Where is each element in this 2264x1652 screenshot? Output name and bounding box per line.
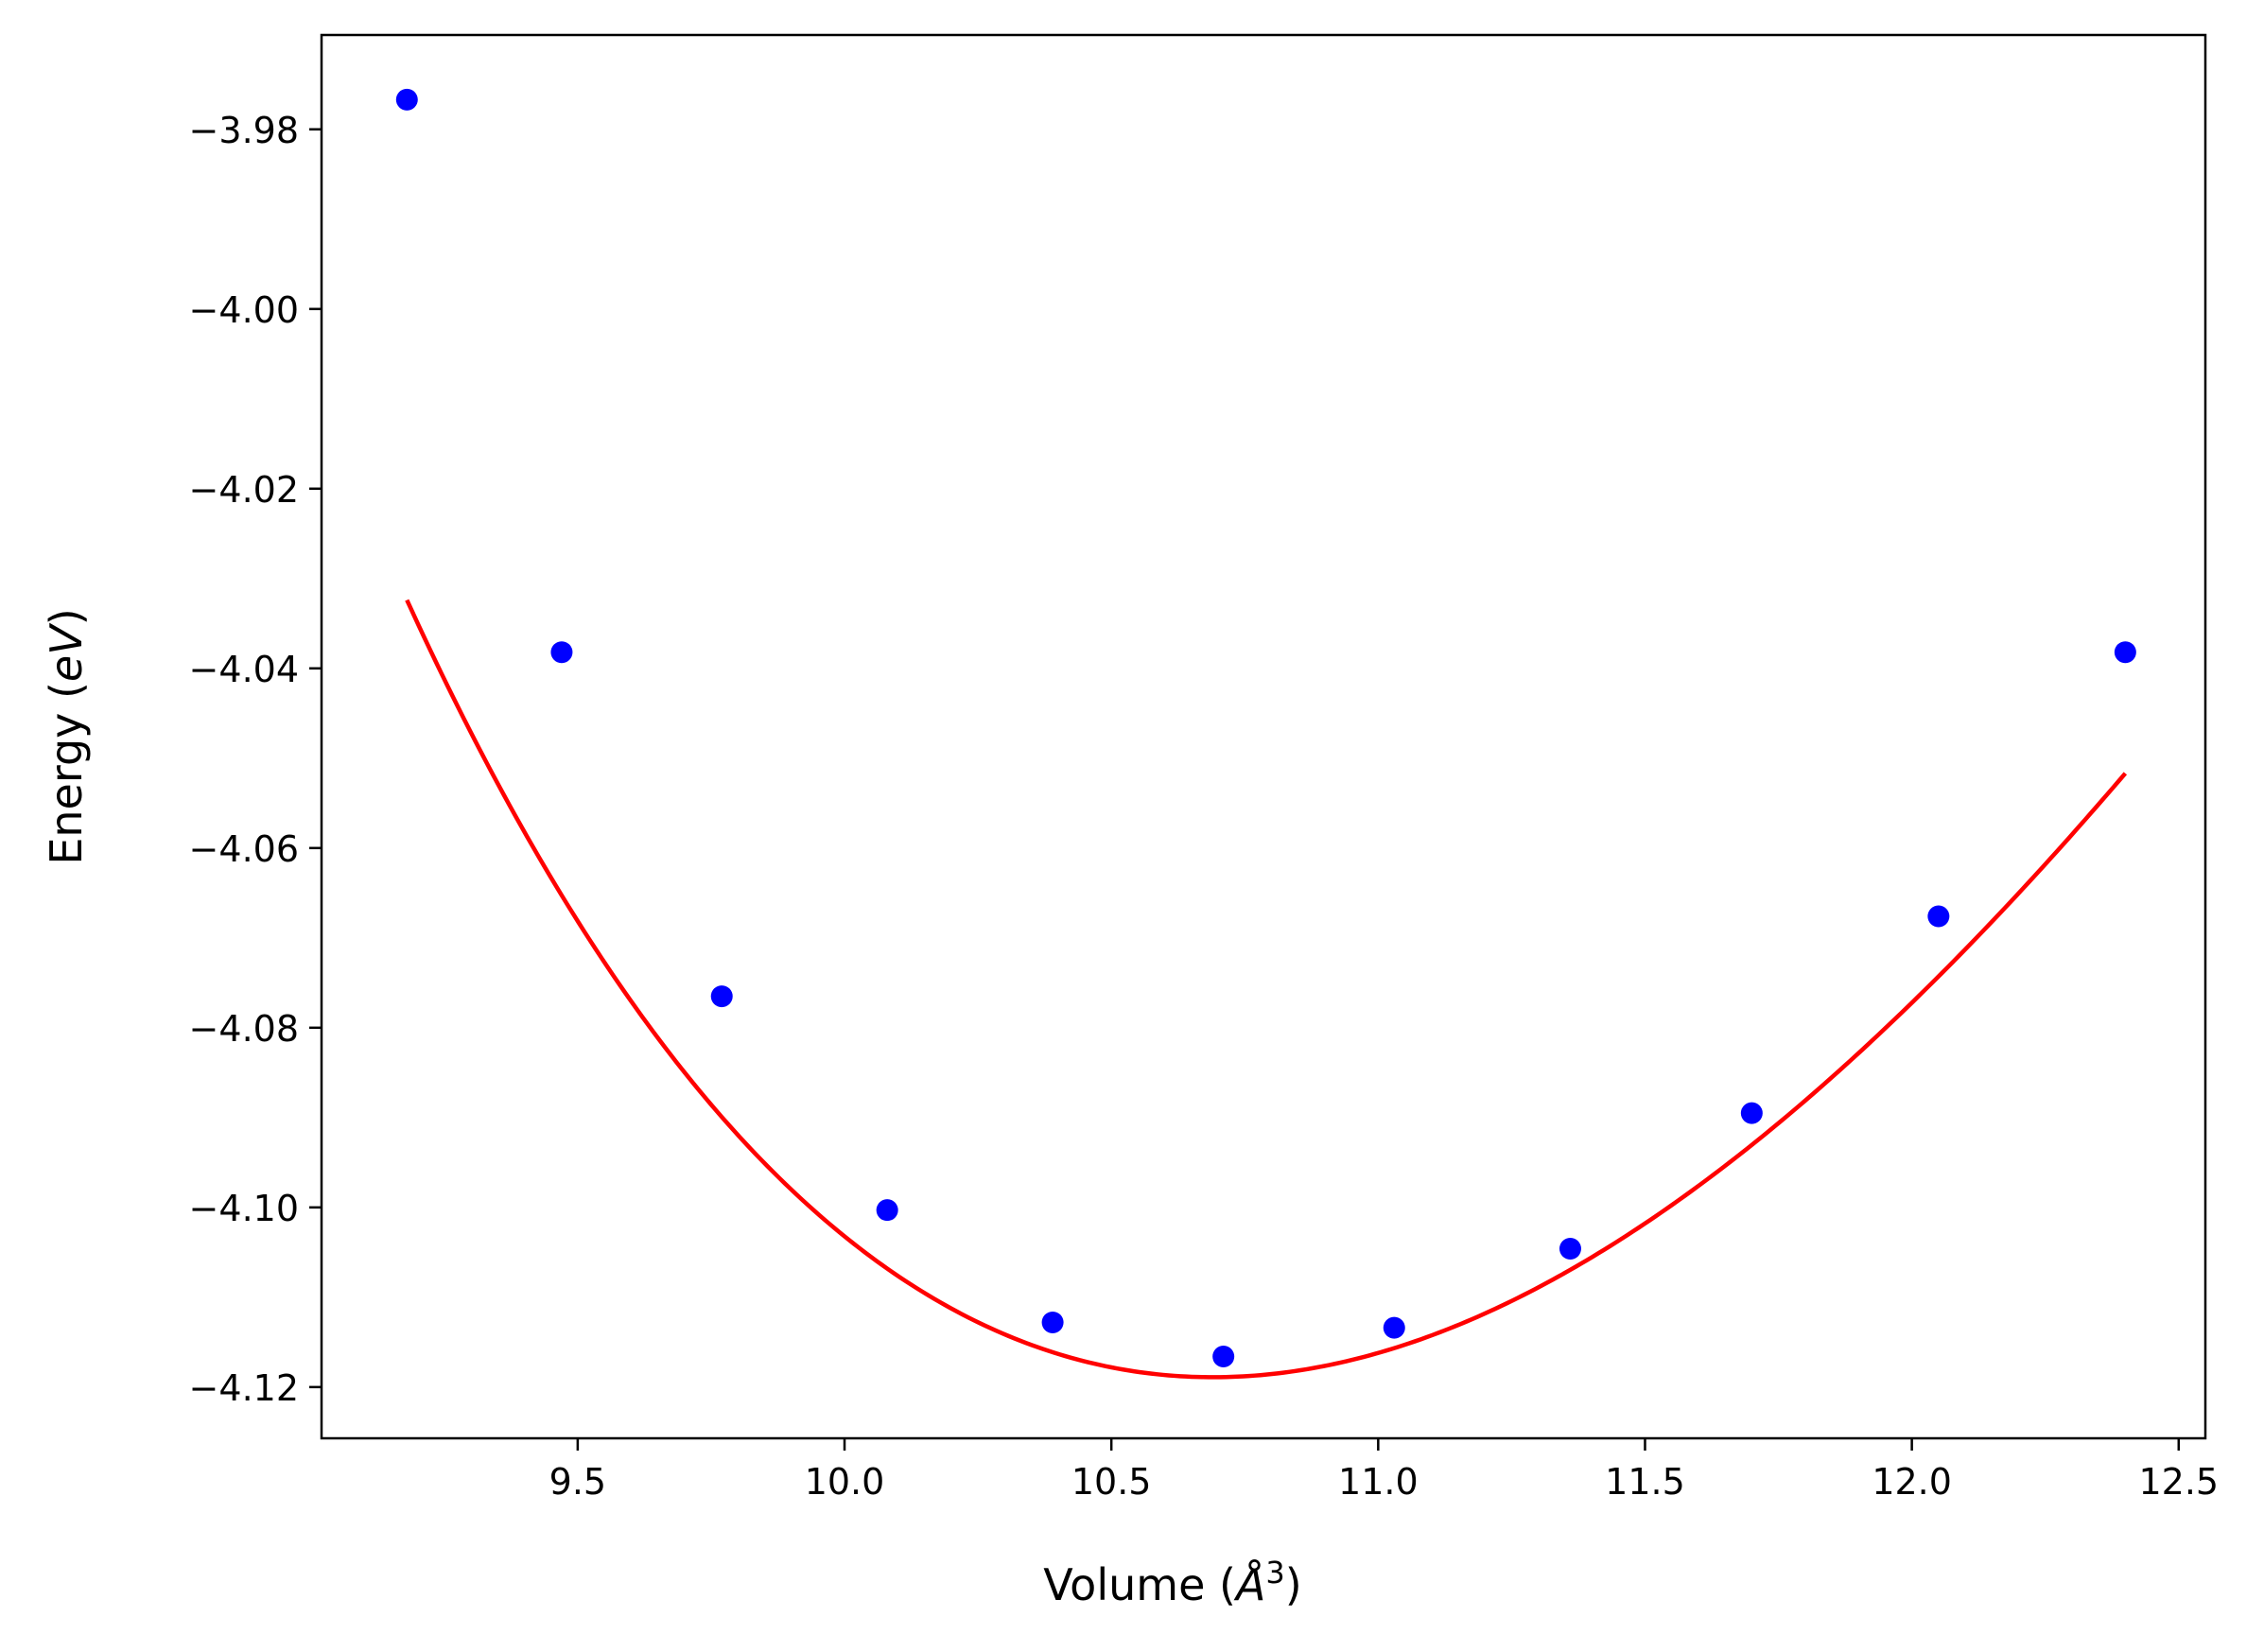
data-point	[1383, 1316, 1405, 1339]
x-axis: 9.5 10.0 10.5 11.0 11.5 12.0 12.5	[549, 1438, 2219, 1503]
data-point	[1927, 905, 1950, 928]
x-tick-label: 12.5	[2138, 1461, 2219, 1503]
x-axis-label-post: )	[1285, 1559, 1302, 1610]
data-point	[395, 88, 418, 111]
x-tick-label: 9.5	[549, 1461, 606, 1503]
y-tick-label: −4.00	[189, 289, 299, 331]
plot-area	[395, 88, 2136, 1380]
x-tick-label: 11.0	[1338, 1461, 1419, 1503]
y-axis-label-pre: Energy (	[41, 682, 92, 865]
x-tick-label: 11.5	[1605, 1461, 1685, 1503]
data-point	[1212, 1346, 1235, 1368]
y-tick-label: −4.12	[189, 1367, 299, 1409]
x-tick-label: 10.0	[805, 1461, 885, 1503]
x-axis-label: Volume (Å3)	[1043, 1555, 1301, 1610]
y-tick-label: −4.06	[189, 828, 299, 870]
data-point	[710, 985, 733, 1008]
y-tick-label: −4.02	[189, 469, 299, 511]
y-axis-label-unit: eV	[41, 622, 92, 682]
x-tick-label: 10.5	[1071, 1461, 1152, 1503]
data-point	[876, 1199, 898, 1222]
axes-frame	[320, 33, 2207, 1440]
y-axis: −3.98 −4.00 −4.02 −4.04 −4.06 −4.08 −4.10 −4.12	[189, 110, 322, 1409]
x-tick-label: 12.0	[1872, 1461, 1952, 1503]
x-axis-label-unit: Å	[1233, 1559, 1265, 1610]
y-axis-label: Energy (eV)	[41, 608, 92, 864]
x-axis-label-pre: Volume (	[1043, 1559, 1236, 1610]
y-tick-label: −3.98	[189, 110, 299, 151]
data-point	[2114, 641, 2136, 664]
y-tick-label: −4.08	[189, 1008, 299, 1050]
data-point	[1740, 1102, 1763, 1124]
x-axis-label-superscript: 3	[1265, 1555, 1284, 1591]
fit-curve	[405, 599, 2128, 1380]
y-tick-label: −4.10	[189, 1188, 299, 1229]
data-point	[550, 641, 573, 664]
data-point	[1559, 1238, 1581, 1261]
y-axis-label-post: )	[41, 608, 92, 625]
y-tick-label: −4.04	[189, 649, 299, 690]
data-point	[1041, 1311, 1064, 1333]
